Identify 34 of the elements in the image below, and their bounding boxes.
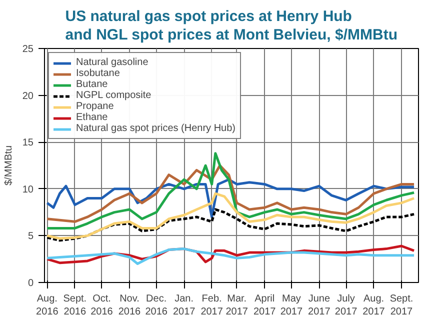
line-series [46,192,416,240]
y-tick-label: 10 [22,184,34,196]
legend-label: Natural gas spot prices (Henry Hub) [76,123,236,134]
legend-label: Propane [76,101,114,112]
line-series [46,208,416,242]
x-tick-label: Sept. 2017 [390,294,414,318]
x-tick-label: Nov. 2016 [118,294,142,318]
y-tick-label: 20 [22,90,34,102]
line-series [46,178,416,218]
x-tick-label: July 2017 [334,294,358,318]
chart-title: US natural gas spot prices at Henry Hub and NGL spot prices at Mont Belvieu, $/MMBtu [65,8,398,44]
x-tick-label: Dec. 2016 [145,294,168,318]
legend-label: Ethane [76,112,108,123]
x-tick-label: May 2017 [280,294,304,318]
x-tick-label: June 2017 [308,294,331,318]
x-tick-label: Oct. 2016 [90,294,114,318]
legend-label: NGPL composite [76,90,152,101]
y-tick-label: 25 [22,44,34,55]
x-tick-label: Mar. 2017 [226,294,248,318]
legend-label: Isobutane [76,68,120,79]
line-series [46,152,416,230]
line-series [46,164,416,223]
y-tick-label: 0 [28,278,34,289]
x-tick-label: Aug. 2016 [36,294,59,318]
y-axis-title: $/MMBtu [3,145,14,186]
x-tick-label: Aug. 2017 [362,294,386,318]
legend-label: Butane [76,79,108,90]
y-tick-label: 5 [28,231,34,242]
x-tick-label: Sept. 2016 [63,294,87,318]
x-tick-label: April 2017 [253,294,276,318]
y-tick-label: 15 [22,138,34,149]
legend-label: Natural gasoline [76,57,148,68]
x-tick-label: Jan. 2017 [172,294,196,318]
x-tick-label: Feb. 2017 [200,294,224,318]
